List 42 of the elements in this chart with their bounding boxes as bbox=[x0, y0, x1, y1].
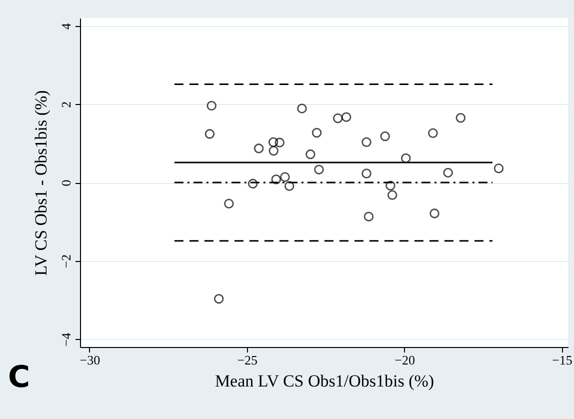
point bbox=[430, 208, 440, 218]
point bbox=[204, 129, 215, 139]
point bbox=[248, 178, 258, 189]
point bbox=[312, 128, 322, 138]
point bbox=[364, 212, 374, 222]
point bbox=[443, 168, 453, 178]
point bbox=[387, 190, 398, 200]
point bbox=[428, 128, 438, 138]
y-tick-label: −4 bbox=[58, 332, 74, 347]
point bbox=[271, 174, 282, 184]
x-tick-label: −25 bbox=[237, 352, 258, 368]
point bbox=[254, 144, 264, 154]
x-tick-label: −20 bbox=[394, 352, 415, 368]
y-tick-label: 4 bbox=[58, 22, 74, 30]
point bbox=[284, 181, 294, 191]
point bbox=[274, 138, 284, 148]
point bbox=[341, 112, 352, 122]
point bbox=[224, 198, 234, 209]
point bbox=[297, 104, 307, 114]
point bbox=[400, 153, 411, 164]
point bbox=[268, 146, 279, 156]
point bbox=[362, 137, 372, 148]
x-tick-label: −15 bbox=[552, 352, 572, 368]
point bbox=[362, 168, 372, 178]
point bbox=[306, 149, 316, 160]
point bbox=[314, 164, 324, 174]
point bbox=[280, 172, 290, 182]
point bbox=[456, 113, 466, 123]
text: C bbox=[8, 360, 30, 395]
y-tick-label: 2 bbox=[58, 101, 74, 108]
x-axis-title: Mean LV CS Obs1/Obs1bis (%) bbox=[214, 372, 434, 390]
x-tick-label: −30 bbox=[80, 352, 100, 368]
y-tick-label: −2 bbox=[58, 254, 74, 268]
point bbox=[214, 294, 224, 304]
y-tick-label: 0 bbox=[58, 180, 74, 186]
point bbox=[494, 164, 504, 174]
y-axis-title: LV CS Obs1 - Obs1bis (%) bbox=[32, 90, 50, 276]
point bbox=[268, 137, 278, 148]
point bbox=[206, 100, 216, 111]
point bbox=[386, 180, 396, 191]
point bbox=[380, 131, 390, 142]
point bbox=[332, 113, 343, 124]
